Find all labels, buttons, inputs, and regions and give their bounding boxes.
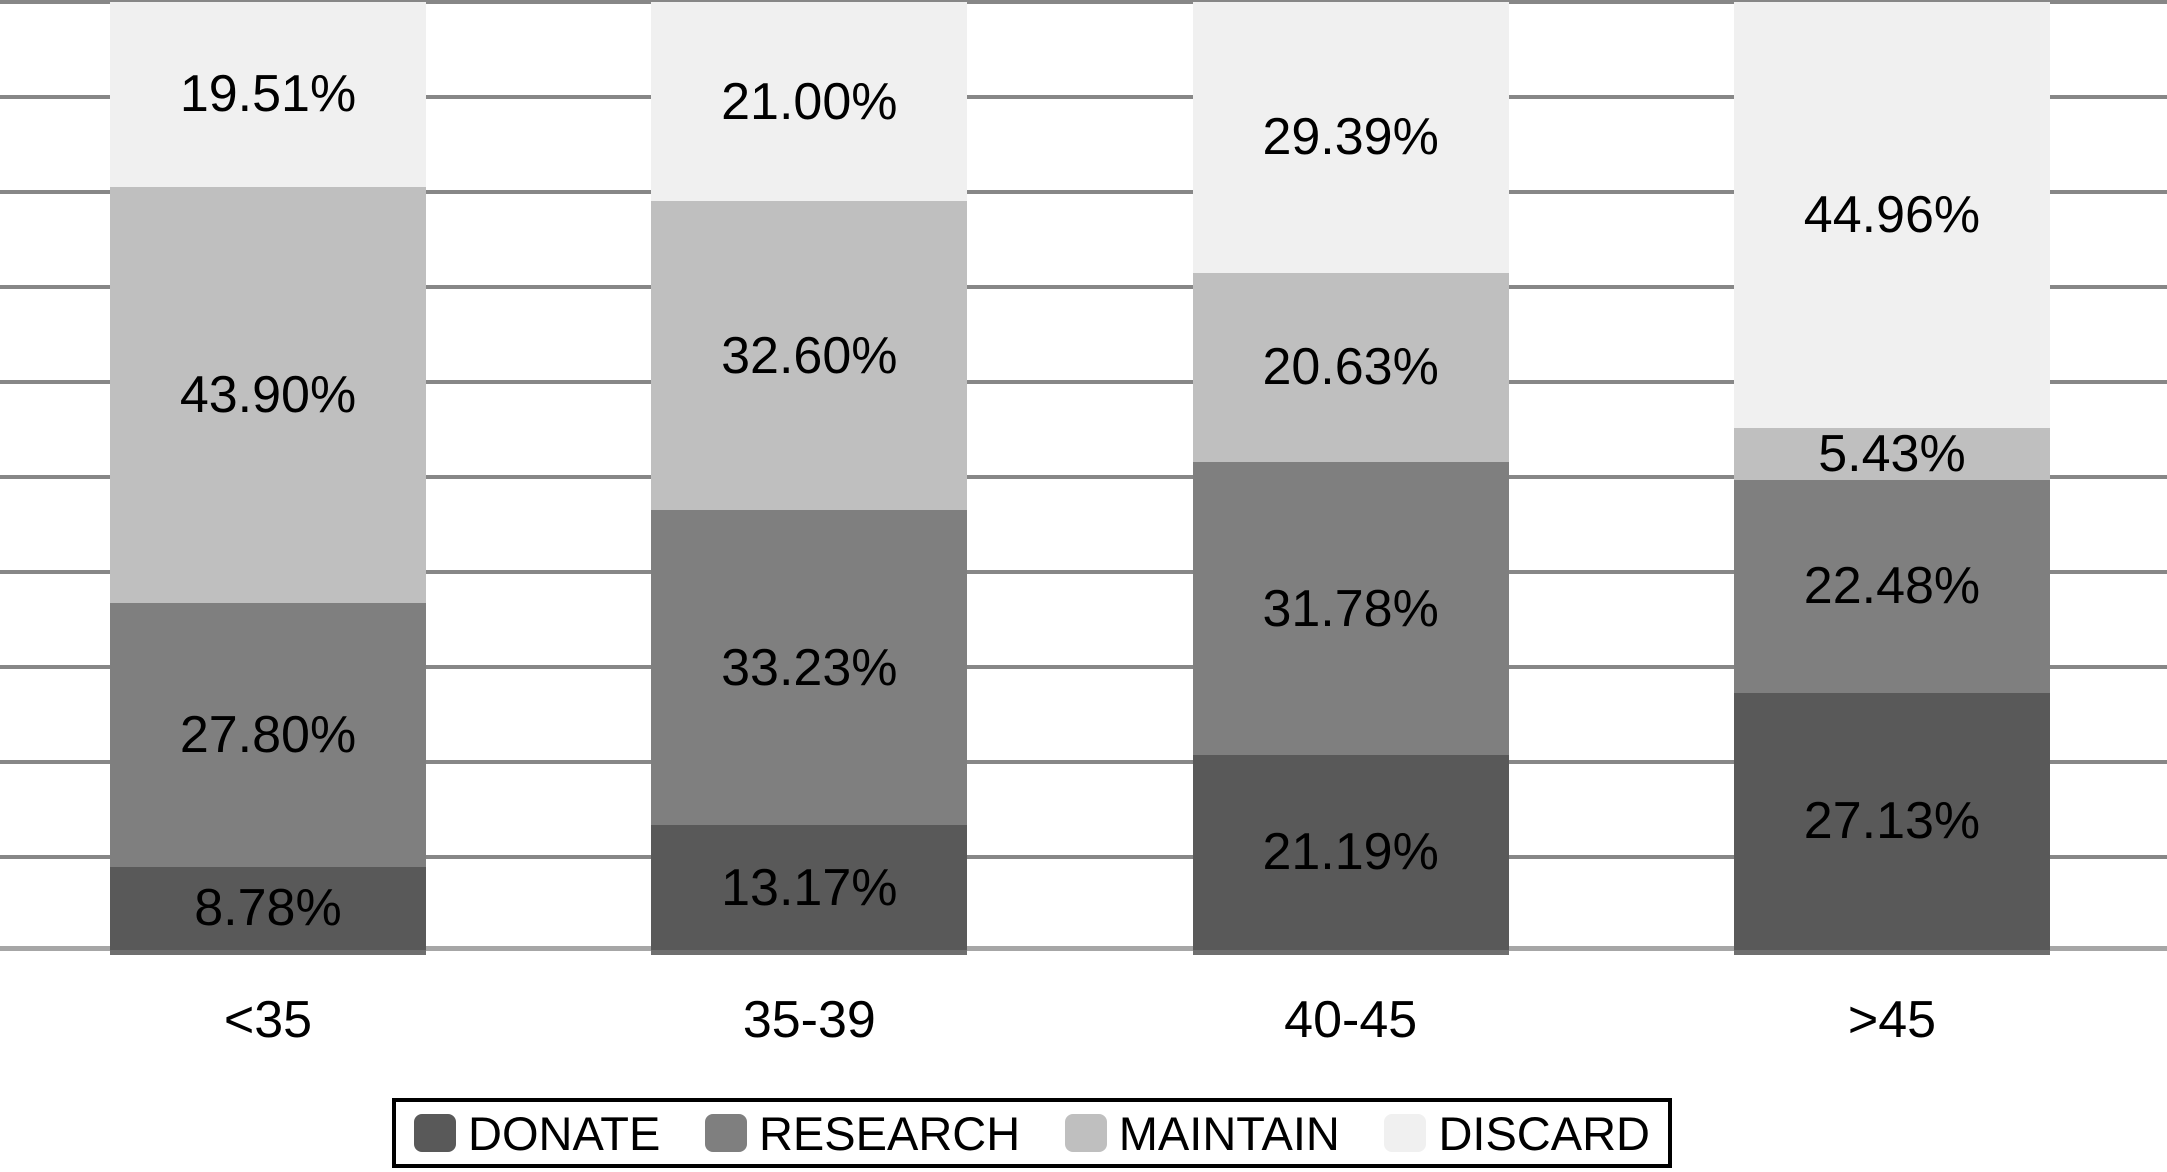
segment-value-label: 43.90% [179, 366, 357, 425]
legend-swatch-discard [1384, 1114, 1427, 1152]
bar-segment-research: 27.80% [110, 603, 426, 867]
segment-value-label: 19.51% [179, 65, 357, 124]
bar-segment-discard: 44.96% [1733, 2, 2050, 429]
bar-bottom-edge [110, 950, 426, 955]
bars-group: 19.51% 43.90% 27.80% 8.78% 21.00% 32.60% 33.23… [110, 2, 2050, 955]
segment-value-label: 20.63% [1262, 338, 1439, 397]
bar-segment-donate: 21.19% [1192, 754, 1509, 950]
bar-bottom-edge [651, 950, 968, 955]
bar-segment-discard: 21.00% [651, 2, 968, 202]
segment-value-label: 33.23% [721, 638, 898, 697]
bar-column: 44.96% 5.43% 22.48% 27.13% [1733, 2, 2050, 955]
bar-column: 29.39% 20.63% 31.78% 21.19% [1192, 2, 1509, 955]
legend-label: DISCARD [1438, 1106, 1650, 1160]
legend-swatch-maintain [1064, 1114, 1107, 1152]
bar-segment-discard: 19.51% [110, 2, 426, 187]
bar-bottom-edge [1192, 950, 1509, 955]
bar-segment-discard: 29.39% [1192, 2, 1509, 273]
segment-value-label: 31.78% [1262, 579, 1439, 638]
bar-column: 19.51% 43.90% 27.80% 8.78% [110, 2, 426, 955]
x-axis-label: 35-39 [742, 991, 876, 1049]
legend-label: DONATE [468, 1106, 661, 1160]
bar-segment-donate: 8.78% [110, 866, 426, 950]
legend-item-donate: DONATE [414, 1110, 660, 1157]
bar-segment-maintain: 20.63% [1192, 272, 1509, 463]
x-axis-labels: <35 35-39 40-45 >45 [110, 991, 2050, 1049]
bar-column-body: 21.00% 32.60% 33.23% 13.17% [651, 2, 968, 950]
segment-value-label: 32.60% [721, 326, 898, 385]
bar-segment-donate: 13.17% [651, 825, 968, 950]
bar-column-body: 19.51% 43.90% 27.80% 8.78% [110, 2, 426, 950]
segment-value-label: 27.13% [1803, 792, 1981, 851]
bar-segment-research: 22.48% [1733, 479, 2050, 693]
segment-value-label: 27.80% [179, 705, 357, 764]
legend-swatch-donate [414, 1114, 456, 1152]
stacked-bar-chart: 19.51% 43.90% 27.80% 8.78% 21.00% 32.60% 33.23… [0, 0, 2167, 955]
bar-segment-research: 33.23% [651, 510, 968, 826]
bar-column: 21.00% 32.60% 33.23% 13.17% [651, 2, 968, 955]
x-axis-label: 40-45 [1284, 991, 1418, 1049]
bar-segment-maintain: 5.43% [1733, 424, 2050, 483]
x-axis-baseline [0, 946, 2167, 951]
legend-item-research: RESEARCH [704, 1106, 1021, 1160]
segment-value-label: 21.00% [721, 72, 898, 131]
x-axis-label: >45 [1847, 991, 1937, 1049]
x-axis-label: <35 [223, 991, 313, 1049]
segment-value-label: 29.39% [1262, 108, 1439, 167]
segment-value-label: 44.96% [1803, 186, 1981, 245]
legend-item-maintain: MAINTAIN [1064, 1106, 1340, 1160]
bar-segment-donate: 27.13% [1733, 692, 2050, 950]
legend-swatch-research [704, 1114, 747, 1152]
segment-value-label: 22.48% [1803, 557, 1981, 616]
segment-value-label: 13.17% [721, 858, 898, 917]
segment-value-label: 21.19% [1262, 823, 1439, 882]
bar-segment-maintain: 43.90% [110, 186, 426, 604]
segment-value-label: 5.43% [1818, 424, 1966, 483]
bar-column-body: 29.39% 20.63% 31.78% 21.19% [1192, 2, 1509, 950]
legend-item-discard: DISCARD [1384, 1110, 1650, 1157]
bar-segment-maintain: 32.60% [651, 201, 968, 511]
bar-bottom-edge [1733, 950, 2050, 955]
legend-label: RESEARCH [758, 1106, 1021, 1160]
legend: DONATE RESEARCH MAINTAIN DISCARD [392, 1098, 1672, 1168]
bar-column-body: 44.96% 5.43% 22.48% 27.13% [1733, 2, 2050, 950]
bar-segment-research: 31.78% [1192, 462, 1509, 755]
segment-value-label: 8.78% [194, 879, 342, 938]
legend-label: MAINTAIN [1118, 1106, 1340, 1160]
